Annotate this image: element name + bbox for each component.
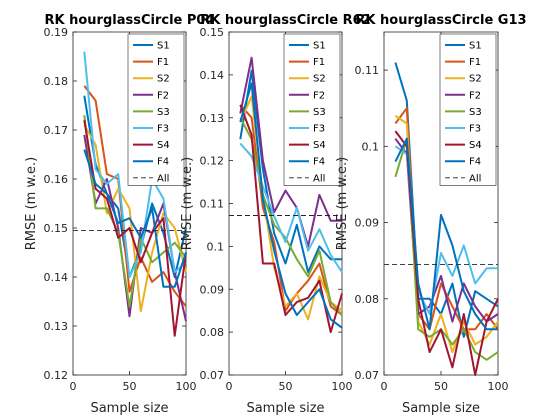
y-tick-label: 0.08 — [355, 293, 380, 306]
legend-label: S4 — [157, 140, 170, 151]
x-axis-label: Sample size — [90, 401, 168, 416]
y-tick-label: 0.14 — [200, 69, 225, 82]
legend-box — [439, 33, 497, 186]
legend-label: F2 — [157, 90, 169, 101]
x-tick-label: 100 — [488, 380, 509, 393]
legend-label: S3 — [157, 107, 170, 118]
x-tick-label: 0 — [381, 380, 388, 393]
legend-label: F2 — [313, 90, 325, 101]
y-tick-label: 0.18 — [44, 75, 69, 88]
series-line-f3 — [239, 142, 343, 273]
y-tick-label: 0.12 — [44, 369, 69, 382]
y-axis-label: RMSE (m w.e.) — [335, 157, 350, 251]
chart-panel-3: 0.07 0.08 0.09 0.1 0.11 0 50 100 S1 F1 S2 F2 S3 F3 S4 F… — [335, 13, 527, 416]
legend-label: S2 — [469, 74, 482, 85]
x-tick-label: 50 — [123, 380, 137, 393]
legend-label: S1 — [469, 41, 482, 52]
series-line-s4 — [83, 120, 187, 337]
legend-label: S3 — [313, 107, 326, 118]
chart-title: RK hourglassCircle G13 — [355, 13, 526, 28]
legend-label: All — [313, 173, 325, 184]
y-tick-label: 0.1 — [207, 240, 225, 253]
legend-label: S4 — [469, 140, 482, 151]
x-axis-label: Sample size — [402, 401, 480, 416]
series-line-s1 — [239, 69, 342, 274]
series-line-s2 — [83, 124, 187, 313]
x-tick-label: 0 — [226, 380, 233, 393]
series-line-f3 — [83, 51, 187, 278]
legend-label: F3 — [157, 124, 169, 135]
y-tick-label: 0.1 — [362, 140, 380, 153]
legend-box — [283, 33, 341, 186]
y-axis-label: RMSE (m w.e.) — [24, 157, 39, 251]
y-tick-label: 0.16 — [44, 173, 69, 186]
legend-label: S1 — [157, 41, 170, 52]
legend-label: F1 — [469, 57, 481, 68]
series-line-s3 — [83, 115, 187, 308]
legend-label: S2 — [313, 74, 326, 85]
legend-label: S3 — [469, 107, 482, 118]
y-tick-label: 0.07 — [355, 369, 380, 382]
legend-label: All — [157, 173, 169, 184]
series-line-f2 — [239, 56, 342, 248]
y-tick-label: 0.09 — [355, 217, 380, 230]
y-axis-label: RMSE (m w.e.) — [180, 157, 195, 251]
y-tick-label: 0.11 — [355, 64, 380, 77]
legend-label: All — [469, 173, 481, 184]
x-tick-label: 50 — [279, 380, 293, 393]
legend-label: F2 — [469, 90, 481, 101]
legend-label: S1 — [313, 41, 326, 52]
y-tick-label: 0.19 — [44, 26, 69, 39]
series-line-f4 — [239, 82, 343, 329]
legend-label: F4 — [469, 157, 481, 168]
y-tick-label: 0.08 — [200, 326, 225, 339]
legend-label: S4 — [313, 140, 326, 151]
chart-title: RK hourglassCircle P04 — [44, 13, 214, 28]
legend-label: F1 — [157, 57, 169, 68]
y-tick-label: 0.13 — [44, 320, 69, 333]
series-line-f4 — [394, 137, 498, 331]
chart-panel-2: 0.07 0.08 0.09 0.1 0.11 0.12 0.13 0.14 0.15 0 50 10… — [180, 13, 371, 416]
y-tick-label: 0.07 — [200, 369, 225, 382]
y-tick-label: 0.13 — [200, 112, 225, 125]
y-tick-label: 0.15 — [200, 26, 225, 39]
y-tick-label: 0.14 — [44, 271, 69, 284]
legend-box — [127, 33, 185, 186]
x-tick-label: 100 — [332, 380, 353, 393]
y-tick-label: 0.11 — [200, 198, 225, 211]
y-tick-label: 0.17 — [44, 124, 69, 137]
legend-label: F4 — [313, 157, 325, 168]
y-tick-label: 0.12 — [200, 155, 225, 168]
legend-label: S2 — [157, 74, 170, 85]
legend-label: F3 — [469, 124, 481, 135]
x-tick-label: 50 — [434, 380, 448, 393]
y-tick-label: 0.15 — [44, 222, 69, 235]
x-axis-label: Sample size — [246, 401, 324, 416]
x-tick-label: 0 — [70, 380, 77, 393]
chart-title: RK hourglassCircle R62 — [200, 13, 371, 28]
chart-panel-1: 0.12 0.13 0.14 0.15 0.16 0.17 0.18 0.19 0 50 100 S1… — [24, 13, 215, 416]
series-line-s3 — [239, 117, 343, 316]
series-line-f4 — [83, 149, 187, 288]
x-tick-label: 100 — [176, 380, 197, 393]
legend-label: F4 — [157, 157, 169, 168]
legend-label: F1 — [313, 57, 325, 68]
legend-label: F3 — [313, 124, 325, 135]
y-tick-label: 0.09 — [200, 283, 225, 296]
